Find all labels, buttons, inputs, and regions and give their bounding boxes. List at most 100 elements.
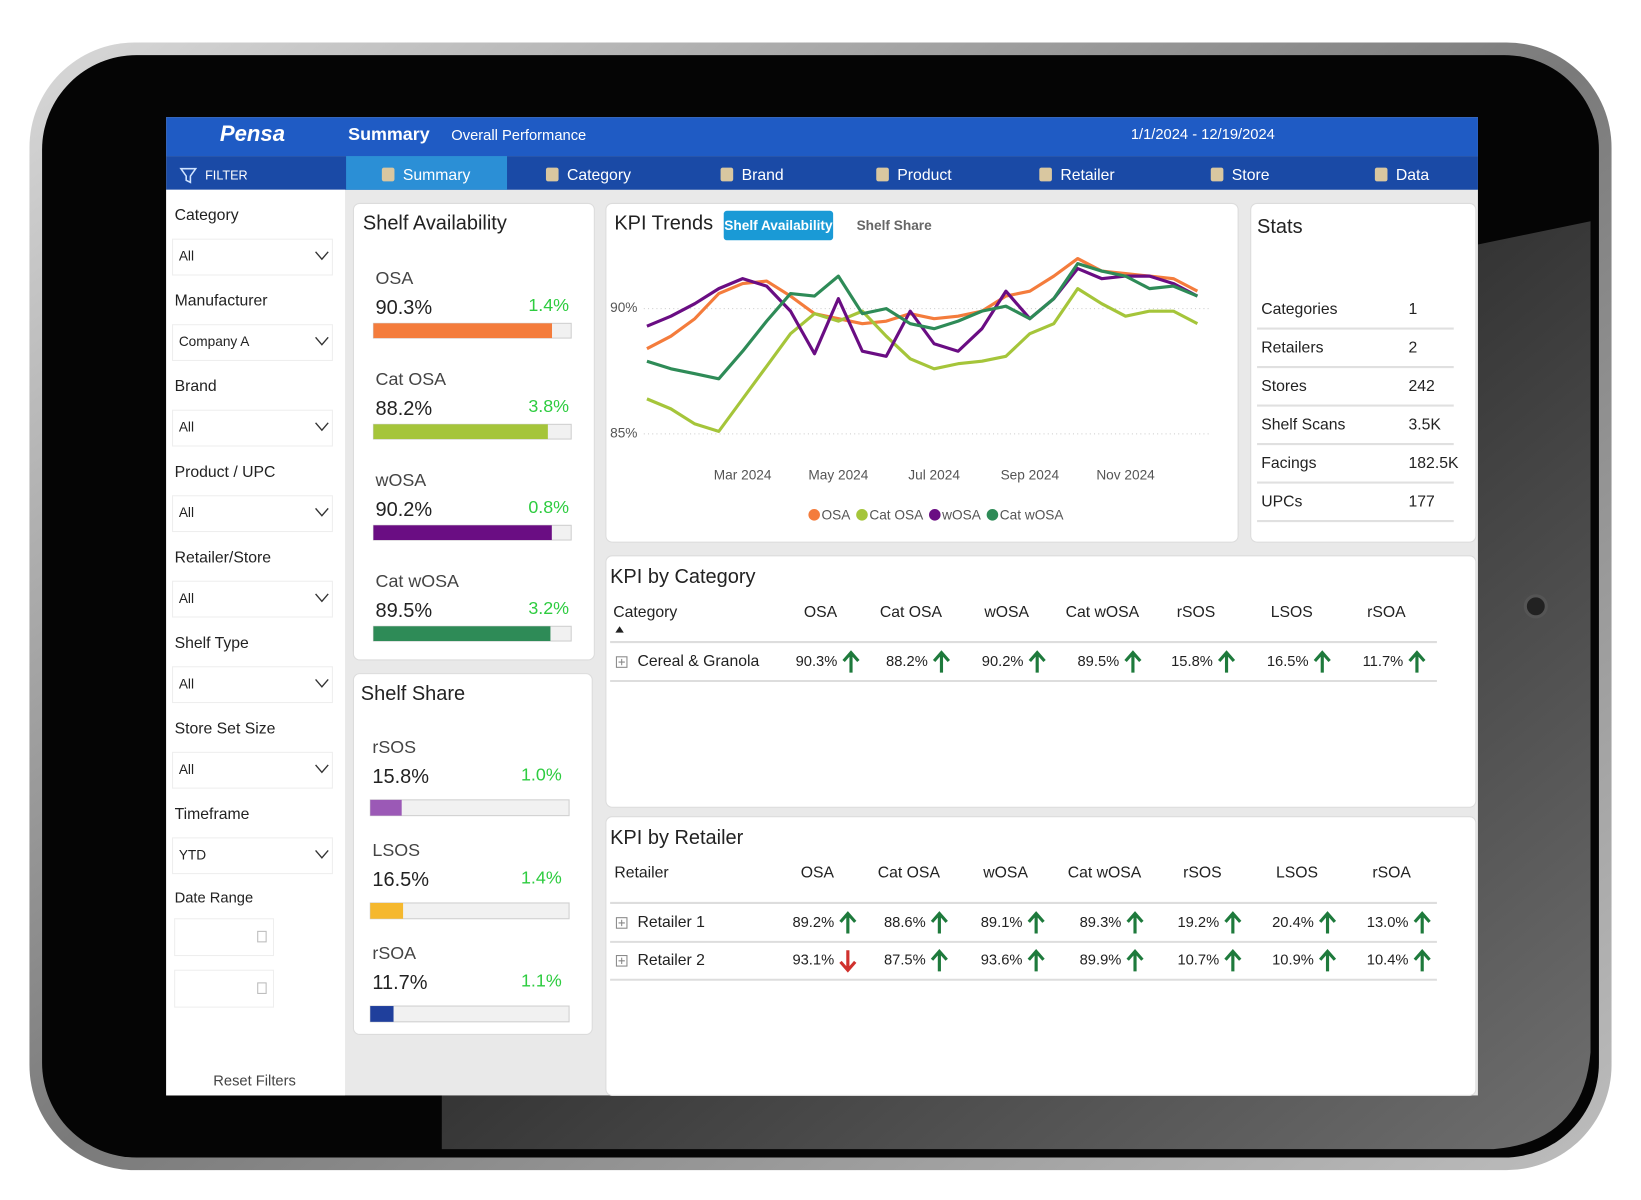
filter-dropdown[interactable] <box>171 837 333 875</box>
tab-icon[interactable] <box>876 167 889 182</box>
kpi-bar <box>373 626 551 642</box>
column-header[interactable]: Cat OSA <box>878 865 941 882</box>
filter-value[interactable]: All <box>179 762 194 777</box>
tab-icon[interactable] <box>1210 167 1224 182</box>
nav-tab[interactable]: Brand <box>742 167 784 184</box>
column-header[interactable]: rSOA <box>1367 604 1406 621</box>
tab-icon[interactable] <box>1374 167 1388 182</box>
cell-value: 88.2% <box>886 654 928 670</box>
cell-value: 89.5% <box>1078 654 1120 670</box>
nav-tab[interactable]: Category <box>567 167 631 184</box>
start-date-input[interactable] <box>174 918 275 957</box>
column-header[interactable]: rSOS <box>1183 865 1222 882</box>
column-header[interactable]: Cat wOSA <box>1068 865 1142 882</box>
logo[interactable]: Pensa <box>220 121 285 146</box>
tablet-camera <box>1523 594 1548 619</box>
filter-dropdown[interactable] <box>171 751 333 789</box>
filter-label[interactable]: FILTER <box>205 168 248 182</box>
column-header[interactable]: Retailer <box>614 865 668 882</box>
tab-icon[interactable] <box>720 167 734 182</box>
end-date-input[interactable] <box>174 969 275 1008</box>
x-tick-label: Sep 2024 <box>1001 467 1060 482</box>
column-header[interactable]: Cat OSA <box>880 604 943 621</box>
filter-dropdown[interactable] <box>171 409 333 447</box>
calendar-icon[interactable] <box>257 982 267 994</box>
panel-title: KPI by Retailer <box>610 827 744 849</box>
kpi-value: 89.5% <box>376 600 433 622</box>
trend-up-arrow <box>1124 650 1142 673</box>
filter-value[interactable]: All <box>179 420 194 435</box>
column-header[interactable]: OSA <box>801 865 835 882</box>
expand-plus[interactable] <box>618 919 625 927</box>
dropdown-chevron[interactable] <box>315 593 329 603</box>
sort-indicator[interactable] <box>615 626 624 633</box>
trend-tab-active[interactable] <box>723 210 834 241</box>
filter-dropdown[interactable] <box>171 238 333 276</box>
dropdown-chevron[interactable] <box>315 764 329 774</box>
calendar-icon[interactable] <box>257 930 267 943</box>
tab-icon[interactable] <box>545 167 559 182</box>
dropdown-chevron[interactable] <box>315 251 329 261</box>
tab-icon[interactable] <box>1039 167 1052 182</box>
filter-icon[interactable] <box>179 167 198 184</box>
filter-value[interactable]: All <box>179 591 194 606</box>
active-tab[interactable] <box>346 156 508 190</box>
legend-swatch[interactable] <box>986 509 999 521</box>
kpi-value: 90.3% <box>376 297 433 319</box>
filter-value[interactable]: All <box>179 676 194 691</box>
cell-value: 93.6% <box>981 953 1023 969</box>
column-header[interactable]: rSOA <box>1372 865 1411 882</box>
expand-icon[interactable] <box>615 656 628 668</box>
cell-value: 11.7% <box>1363 654 1404 670</box>
nav-tab[interactable]: Data <box>1396 167 1430 184</box>
nav-tab[interactable]: Retailer <box>1060 167 1114 184</box>
nav-tab[interactable]: Product <box>897 167 952 184</box>
column-header[interactable]: rSOS <box>1177 604 1216 621</box>
trend-up-arrow <box>1408 650 1426 673</box>
trend-tab[interactable]: Shelf Availability <box>724 218 833 233</box>
dropdown-chevron[interactable] <box>315 336 329 346</box>
filter-value[interactable]: All <box>179 505 194 520</box>
dropdown-chevron[interactable] <box>315 678 329 688</box>
column-header[interactable]: LSOS <box>1276 865 1318 882</box>
filter-dropdown[interactable] <box>171 495 333 533</box>
cell-value: 89.1% <box>981 915 1023 931</box>
expand-icon[interactable] <box>615 917 628 929</box>
legend-swatch[interactable] <box>856 509 868 521</box>
legend-label[interactable]: Cat wOSA <box>1000 507 1065 522</box>
nav-tab[interactable]: Summary <box>403 167 471 184</box>
trend-tab[interactable]: Shelf Share <box>857 218 933 233</box>
legend-swatch[interactable] <box>808 509 820 521</box>
legend-label[interactable]: Cat OSA <box>869 507 924 522</box>
expand-plus[interactable] <box>618 957 625 964</box>
filter-dropdown[interactable] <box>171 324 333 362</box>
dropdown-chevron[interactable] <box>315 422 329 432</box>
nav-tab[interactable]: Store <box>1232 167 1270 184</box>
legend-label[interactable]: OSA <box>822 507 852 522</box>
filter-dropdown[interactable] <box>171 580 333 618</box>
reset-filters[interactable]: Reset Filters <box>213 1074 296 1090</box>
kpi-change: 0.8% <box>528 497 569 517</box>
column-header[interactable]: wOSA <box>983 604 1029 621</box>
dropdown-chevron[interactable] <box>315 507 329 517</box>
legend-swatch[interactable] <box>929 509 941 521</box>
cell-value: 89.3% <box>1080 915 1122 931</box>
tab-icon[interactable] <box>381 167 395 182</box>
column-header[interactable]: Cat wOSA <box>1066 604 1140 621</box>
column-header[interactable]: Category <box>613 604 677 621</box>
column-header[interactable]: wOSA <box>982 865 1028 882</box>
legend-label[interactable]: wOSA <box>941 507 982 522</box>
column-header[interactable]: OSA <box>804 604 838 621</box>
filter-value[interactable]: YTD <box>179 847 206 862</box>
filter-value[interactable]: All <box>179 249 194 264</box>
dropdown-chevron[interactable] <box>315 850 329 859</box>
kpi-change: 1.1% <box>521 971 562 991</box>
filter-dropdown[interactable] <box>171 666 333 704</box>
expand-icon[interactable] <box>615 955 628 967</box>
panel-title: Shelf Availability <box>363 213 507 235</box>
trend-up-arrow <box>1028 650 1046 673</box>
expand-plus[interactable] <box>618 658 625 666</box>
date-range-label: Date Range <box>175 891 254 907</box>
column-header[interactable]: LSOS <box>1271 604 1313 621</box>
filter-value[interactable]: Company A <box>179 334 250 349</box>
